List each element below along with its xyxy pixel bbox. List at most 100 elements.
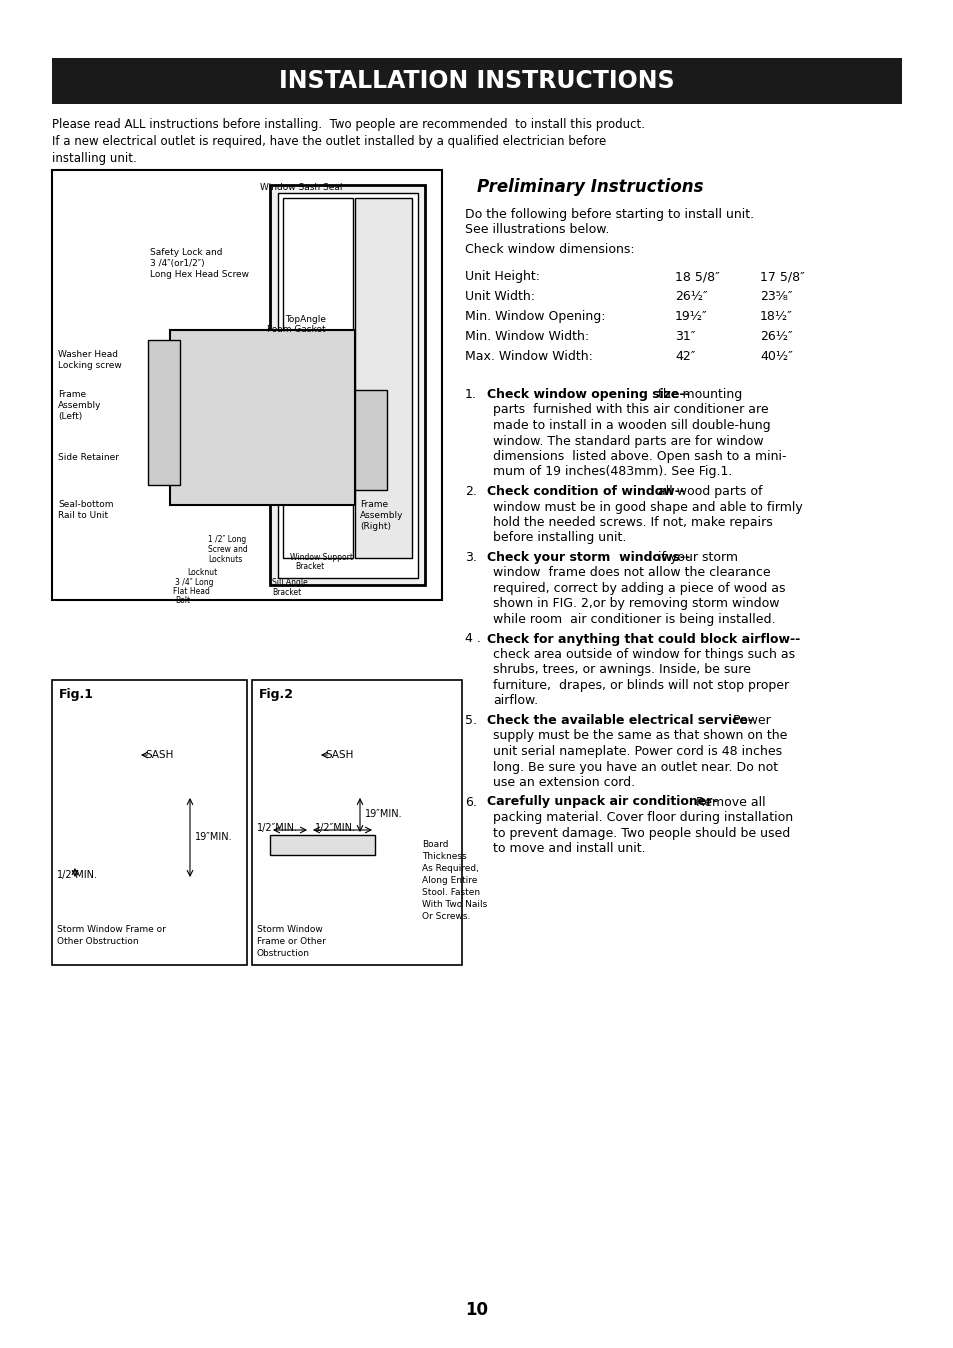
Text: long. Be sure you have an outlet near. Do not: long. Be sure you have an outlet near. D… — [493, 760, 778, 774]
Bar — [270, 185, 424, 585]
Text: (Right): (Right) — [359, 522, 391, 531]
Text: packing material. Cover floor during installation: packing material. Cover floor during ins… — [493, 811, 792, 824]
Bar — [252, 679, 461, 965]
Text: supply must be the same as that shown on the: supply must be the same as that shown on… — [493, 729, 786, 743]
Bar — [277, 193, 417, 578]
Text: to move and install unit.: to move and install unit. — [493, 842, 645, 855]
Text: 42″: 42″ — [675, 350, 695, 363]
Text: INSTALLATION INSTRUCTIONS: INSTALLATION INSTRUCTIONS — [279, 69, 674, 93]
Text: window  frame does not allow the clearance: window frame does not allow the clearanc… — [493, 566, 770, 580]
Text: 19″MIN.: 19″MIN. — [194, 832, 233, 841]
Bar — [355, 390, 387, 491]
Text: 10: 10 — [465, 1301, 488, 1318]
Text: Check window dimensions:: Check window dimensions: — [464, 243, 634, 256]
Text: window must be in good shape and able to firmly: window must be in good shape and able to… — [493, 500, 801, 514]
Text: As Required,: As Required, — [421, 864, 478, 874]
Bar — [283, 198, 353, 558]
Text: required, correct by adding a piece of wood as: required, correct by adding a piece of w… — [493, 582, 784, 594]
Text: Unit Height:: Unit Height: — [464, 270, 539, 283]
Text: hold the needed screws. If not, make repairs: hold the needed screws. If not, make rep… — [493, 516, 772, 528]
Text: Check condition of window--: Check condition of window-- — [486, 485, 684, 497]
Text: Sill Angle: Sill Angle — [272, 578, 308, 586]
Text: installing unit.: installing unit. — [52, 152, 136, 164]
Bar — [52, 58, 901, 104]
Text: shrubs, trees, or awnings. Inside, be sure: shrubs, trees, or awnings. Inside, be su… — [493, 663, 750, 677]
Text: Storm Window: Storm Window — [256, 925, 322, 934]
Text: shown in FIG. 2,or by removing storm window: shown in FIG. 2,or by removing storm win… — [493, 597, 779, 611]
Text: Min. Window Opening:: Min. Window Opening: — [464, 310, 605, 324]
Text: the mounting: the mounting — [654, 388, 741, 400]
Bar — [270, 834, 375, 855]
Text: With Two Nails: With Two Nails — [421, 900, 487, 909]
Text: to prevent damage. Two people should be used: to prevent damage. Two people should be … — [493, 826, 789, 840]
Text: Or Screws.: Or Screws. — [421, 913, 470, 921]
Bar — [52, 679, 247, 965]
Text: furniture,  drapes, or blinds will not stop proper: furniture, drapes, or blinds will not st… — [493, 679, 788, 692]
Text: made to install in a wooden sill double-hung: made to install in a wooden sill double-… — [493, 419, 770, 431]
Text: SASH: SASH — [325, 749, 353, 760]
Text: See illustrations below.: See illustrations below. — [464, 222, 609, 236]
Bar — [148, 340, 180, 485]
Text: Flat Head: Flat Head — [172, 586, 210, 596]
Text: airflow.: airflow. — [493, 694, 537, 708]
Text: before installing unit.: before installing unit. — [493, 531, 626, 545]
Text: Board: Board — [421, 840, 448, 849]
Text: 26½″: 26½″ — [760, 330, 792, 342]
Text: Frame: Frame — [58, 390, 86, 399]
Text: 3.: 3. — [464, 551, 476, 563]
Text: Bracket: Bracket — [294, 562, 324, 572]
Text: Check window opening size--: Check window opening size-- — [486, 388, 689, 400]
Text: Frame: Frame — [359, 500, 388, 510]
Text: Foam Gasket: Foam Gasket — [267, 325, 325, 334]
Text: Long Hex Head Screw: Long Hex Head Screw — [150, 270, 249, 279]
Text: dimensions  listed above. Open sash to a mini-: dimensions listed above. Open sash to a … — [493, 450, 785, 462]
Text: if your storm: if your storm — [654, 551, 738, 563]
Text: use an extension cord.: use an extension cord. — [493, 776, 635, 789]
Text: Check your storm  windows--: Check your storm windows-- — [486, 551, 689, 563]
Text: 5.: 5. — [464, 714, 476, 727]
Text: Window Sash Seal: Window Sash Seal — [260, 183, 342, 191]
Text: Unit Width:: Unit Width: — [464, 290, 535, 303]
Bar — [355, 198, 412, 558]
Text: Locknuts: Locknuts — [208, 555, 242, 563]
Text: 31″: 31″ — [675, 330, 695, 342]
Text: Safety Lock and: Safety Lock and — [150, 248, 222, 257]
Text: 18 5/8″: 18 5/8″ — [675, 270, 719, 283]
Text: Do the following before starting to install unit.: Do the following before starting to inst… — [464, 208, 753, 221]
Text: Check for anything that could block airflow--: Check for anything that could block airf… — [486, 632, 800, 646]
Text: while room  air conditioner is being installed.: while room air conditioner is being inst… — [493, 613, 775, 625]
Text: 3 /4″(or1/2″): 3 /4″(or1/2″) — [150, 259, 204, 268]
Text: Window Support: Window Support — [290, 553, 353, 562]
Text: Frame or Other: Frame or Other — [256, 937, 326, 946]
Bar — [170, 330, 355, 506]
Text: 1.: 1. — [464, 388, 476, 400]
Text: Bolt: Bolt — [174, 596, 190, 605]
Text: Assembly: Assembly — [359, 511, 403, 520]
Text: 2.: 2. — [464, 485, 476, 497]
Text: 1/2″MIN.: 1/2″MIN. — [256, 824, 297, 833]
Text: Fig.1: Fig.1 — [59, 687, 94, 701]
Text: 17 5/8″: 17 5/8″ — [760, 270, 804, 283]
Text: 40½″: 40½″ — [760, 350, 792, 363]
Text: 1 /2″ Long: 1 /2″ Long — [208, 535, 246, 545]
Text: 6.: 6. — [464, 795, 476, 809]
Text: unit serial nameplate. Power cord is 48 inches: unit serial nameplate. Power cord is 48 … — [493, 745, 781, 758]
Text: Screw and: Screw and — [208, 545, 248, 554]
Text: Stool. Fasten: Stool. Fasten — [421, 888, 479, 896]
Text: (Left): (Left) — [58, 412, 82, 421]
Text: 1/2″MIN.: 1/2″MIN. — [314, 824, 355, 833]
Text: Please read ALL instructions before installing.  Two people are recommended  to : Please read ALL instructions before inst… — [52, 119, 644, 131]
Text: Locking screw: Locking screw — [58, 361, 122, 369]
Text: 4 .: 4 . — [464, 632, 480, 646]
Text: window. The standard parts are for window: window. The standard parts are for windo… — [493, 434, 762, 448]
Text: check area outside of window for things such as: check area outside of window for things … — [493, 648, 794, 661]
Text: all wood parts of: all wood parts of — [654, 485, 762, 497]
Bar — [52, 170, 441, 600]
Text: Min. Window Width:: Min. Window Width: — [464, 330, 589, 342]
Text: Max. Window Width:: Max. Window Width: — [464, 350, 592, 363]
Text: parts  furnished with this air conditioner are: parts furnished with this air conditione… — [493, 403, 768, 417]
Text: 23⁵⁄₈″: 23⁵⁄₈″ — [760, 290, 792, 303]
Text: 3 /4″ Long: 3 /4″ Long — [174, 578, 213, 586]
Text: Remove all: Remove all — [691, 795, 764, 809]
Text: Storm Window Frame or: Storm Window Frame or — [57, 925, 166, 934]
